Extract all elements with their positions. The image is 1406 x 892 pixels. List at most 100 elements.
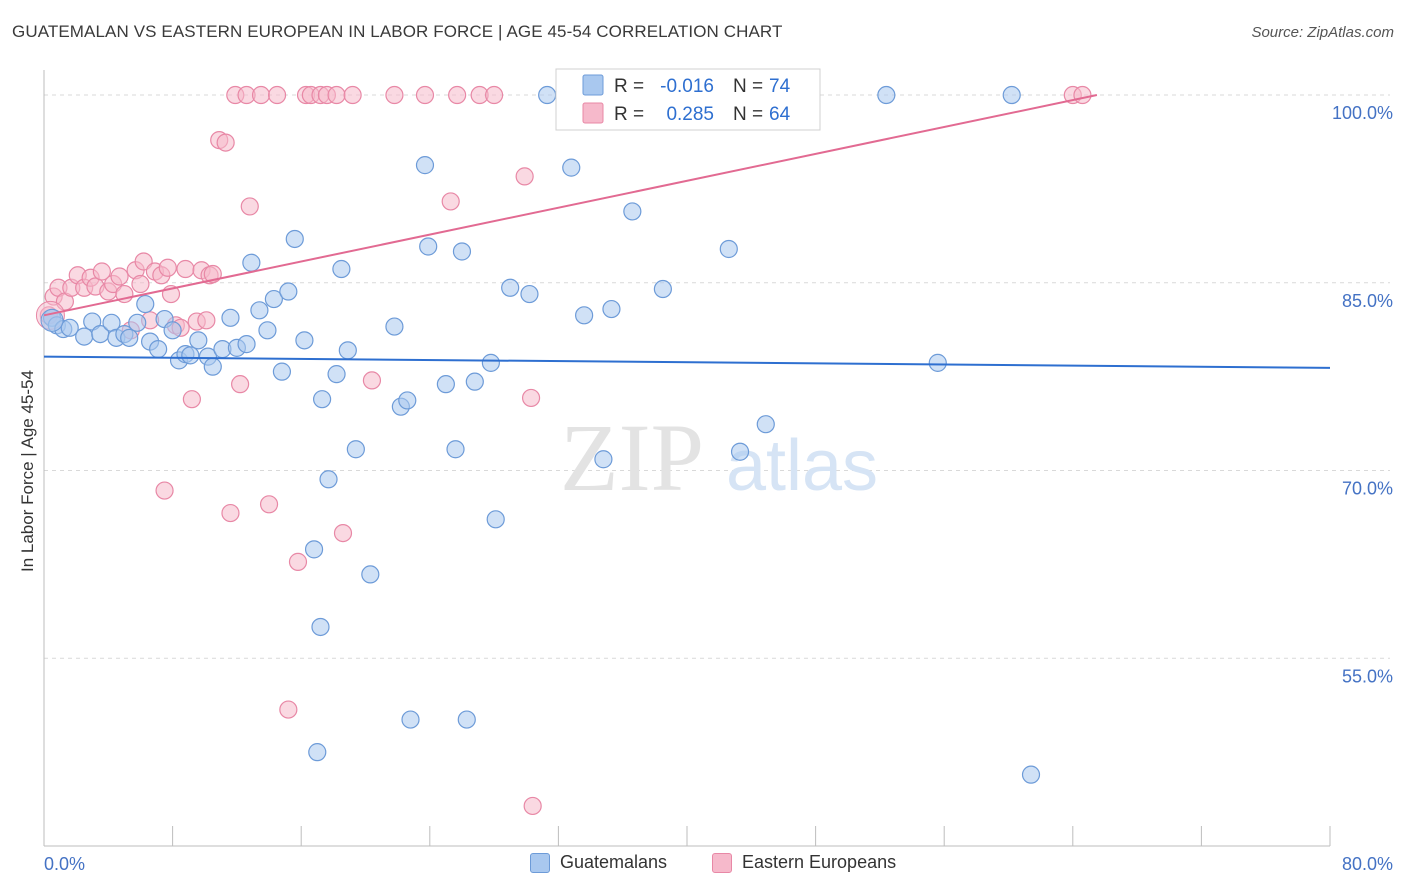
point-blue-45 [398,391,417,410]
point-pink-59 [521,388,541,408]
legend-item-guatemalans[interactable]: Guatemalans [530,852,667,873]
point-blue-68 [877,85,896,105]
point-blue-33 [285,229,304,249]
point-pink-34 [221,503,240,523]
point-blue-57 [520,284,539,304]
gridlines [44,94,1390,659]
stats-r-value-1: -0.016 [660,76,714,97]
watermark-zip: ZIP [560,404,704,511]
point-blue-42 [361,565,380,584]
point-pink-39 [251,85,271,105]
point-blue-66 [730,442,750,461]
point-pink-26 [182,390,201,409]
point-blue-49 [436,375,455,394]
point-pink-40 [259,495,279,514]
legend-label-eastern-europeans: Eastern Europeans [742,852,897,872]
stats-legend-blue-swatch [582,74,604,96]
point-blue-14 [149,340,168,359]
point-blue-32 [279,282,298,301]
point-blue-47 [415,156,435,175]
point-pink-53 [415,85,435,105]
point-blue-3 [60,318,79,337]
stats-n-label-1: N = [733,76,763,97]
point-pink-38 [240,197,259,216]
stats-legend-pink-swatch [582,102,604,124]
point-pink-29 [197,311,216,330]
point-pink-49 [333,523,353,543]
point-blue-34 [295,331,314,350]
point-blue-31 [272,362,292,381]
point-blue-12 [136,294,155,314]
point-blue-55 [486,510,505,529]
point-pink-55 [448,85,467,105]
point-blue-36 [312,390,332,409]
stats-legend: R = -0.016 N = 74 R = 0.285 N = 64 [555,68,821,131]
point-pink-57 [485,85,504,105]
point-blue-69 [928,353,947,372]
point-pink-16 [131,274,150,294]
point-pink-58 [515,167,534,186]
point-blue-67 [756,415,775,434]
legend-item-eastern-europeans[interactable]: Eastern Europeans [712,852,896,873]
watermark-atlas: atlas [726,426,878,506]
point-blue-43 [385,317,404,336]
source-label: Source: ZipAtlas.com [1251,24,1394,41]
series-eastern-europeans [35,85,1092,816]
stats-n-value-1: 74 [769,76,791,97]
axes [43,70,1331,847]
point-blue-22 [203,357,222,376]
series-guatemalans [40,85,1041,784]
point-blue-53 [465,372,484,391]
point-blue-60 [575,306,594,325]
y-axis-label: In Labor Force | Age 45-54 [18,370,37,572]
point-pink-52 [385,85,404,105]
stats-r-label-1: R = [614,76,644,97]
point-pink-21 [158,258,177,277]
point-pink-60 [523,796,542,816]
point-blue-56 [501,278,520,297]
point-blue-29 [258,321,277,340]
point-blue-37 [319,470,338,489]
point-pink-9 [92,262,111,281]
point-blue-27 [242,253,261,272]
point-blue-63 [623,202,642,221]
point-blue-11 [128,313,147,332]
point-blue-51 [452,242,472,261]
y-tick-label-3: 55.0% [1342,666,1393,686]
tick-labels: 100.0% 85.0% 70.0% 55.0% 0.0% 80.0% [44,103,1393,874]
point-pink-42 [279,700,298,719]
point-blue-59 [562,158,581,177]
point-pink-62 [1073,85,1092,105]
point-blue-10 [120,328,139,347]
point-pink-25 [176,259,195,279]
point-pink-63 [155,481,174,500]
point-blue-54 [481,353,500,372]
legend-swatch-pink [712,852,732,873]
point-blue-71 [1021,765,1041,784]
trend-lines [43,94,1331,369]
point-blue-39 [332,259,351,279]
point-blue-4 [75,327,94,346]
point-pink-54 [441,192,460,211]
point-blue-40 [338,341,357,360]
x-tick-label-1: 80.0% [1342,854,1393,874]
point-blue-61 [594,450,613,469]
point-pink-36 [231,375,250,394]
point-blue-38 [327,365,346,384]
y-tick-label-2: 70.0% [1342,479,1393,499]
stats-n-label-2: N = [733,104,763,125]
point-pink-48 [327,85,346,105]
point-blue-73 [311,617,330,637]
stats-n-value-2: 64 [769,104,791,125]
point-blue-24 [221,308,240,327]
point-blue-35 [304,540,324,559]
point-blue-65 [719,239,738,259]
point-blue-48 [419,237,438,256]
point-blue-62 [602,299,621,319]
x-tick-label-0: 0.0% [44,854,85,874]
legend-swatch-blue [530,852,550,873]
legend-label-guatemalans: Guatemalans [560,852,668,872]
stats-r-value-2: 0.285 [666,104,714,125]
point-blue-20 [189,331,208,350]
watermark: ZIP atlas [560,404,878,511]
